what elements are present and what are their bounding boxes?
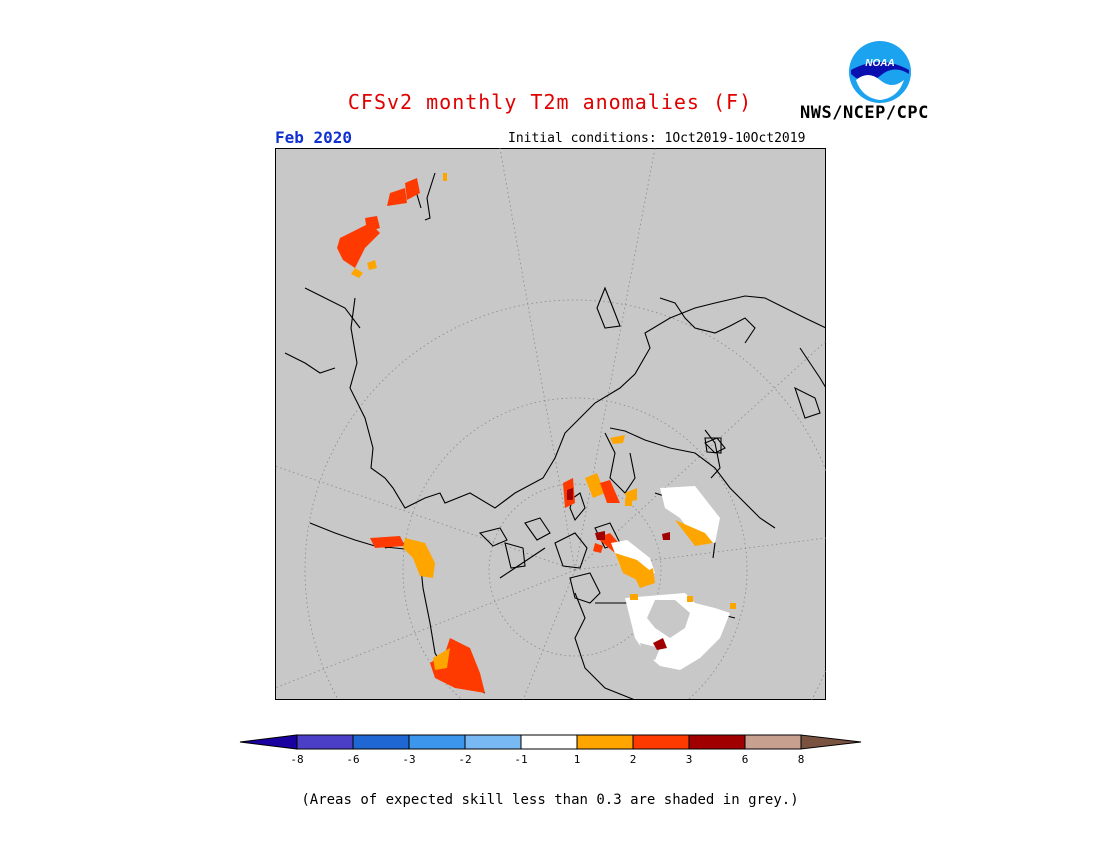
agency-label: NWS/NCEP/CPC <box>800 103 929 123</box>
anomaly-shading <box>337 173 736 693</box>
colorbar-swatch <box>632 734 690 750</box>
colorbar-swatch <box>296 734 354 750</box>
colorbar-label: 2 <box>630 753 637 766</box>
colorbar-swatch <box>744 734 802 750</box>
colorbar-swatch <box>520 734 578 750</box>
colorbar-label: -1 <box>514 753 527 766</box>
colorbar-label: -3 <box>402 753 415 766</box>
colorbar-arrow-high <box>800 734 862 750</box>
colorbar-swatch <box>688 734 746 750</box>
forecast-month: Feb 2020 <box>275 128 353 147</box>
colorbar-swatch <box>464 734 522 750</box>
colorbar-label: 1 <box>574 753 581 766</box>
colorbar-swatch <box>352 734 410 750</box>
svg-text:NOAA: NOAA <box>865 58 894 69</box>
colorbar-label: -2 <box>458 753 471 766</box>
colorbar-label: 8 <box>798 753 805 766</box>
colorbar-label: -8 <box>290 753 303 766</box>
skill-footnote: (Areas of expected skill less than 0.3 a… <box>301 792 799 808</box>
map-title: CFSv2 monthly T2m anomalies (F) <box>347 90 753 114</box>
noaa-logo-icon: NOAA <box>849 41 911 103</box>
colorbar-label: 6 <box>742 753 749 766</box>
colorbar-swatch <box>408 734 466 750</box>
initial-conditions: Initial conditions: 1Oct2019-10Oct2019 <box>508 131 806 146</box>
colorbar-label: -6 <box>346 753 359 766</box>
colorbar-arrow-low <box>239 734 298 750</box>
colorbar: -8 -6 -3 -2 -1 1 2 3 6 8 <box>239 734 862 766</box>
colorbar-label: 3 <box>686 753 693 766</box>
graticule <box>275 148 826 700</box>
colorbar-swatch <box>576 734 634 750</box>
polar-anomaly-map <box>275 148 826 700</box>
